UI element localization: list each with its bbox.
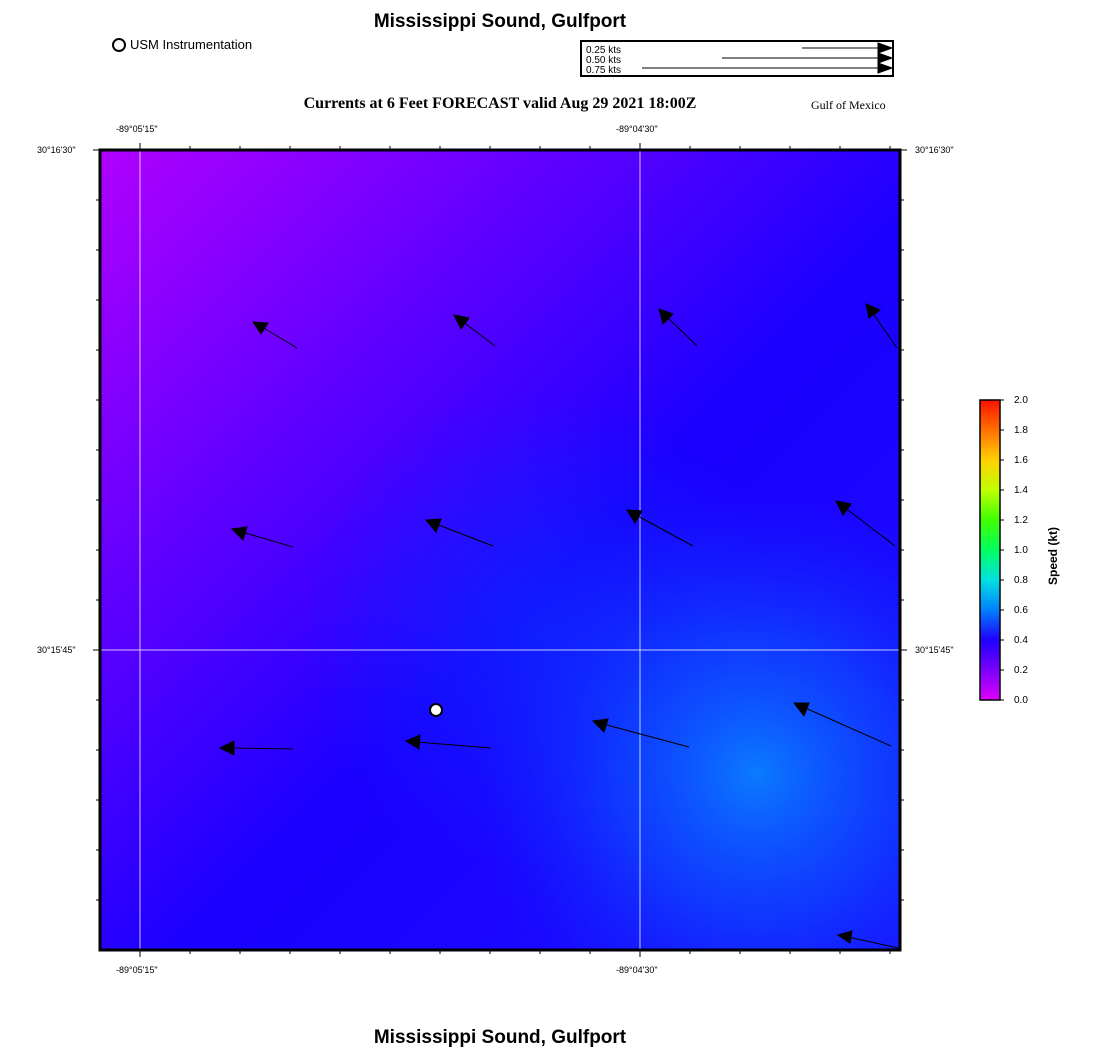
region-label: Gulf of Mexico — [811, 98, 886, 112]
lat-tick-right-1: 30°16'30" — [915, 145, 954, 155]
current-arrow — [230, 526, 294, 548]
current-arrow — [591, 718, 690, 748]
lon-tick-top-1: -89°05'15" — [116, 124, 158, 134]
current-arrow — [865, 303, 898, 349]
lat-tick-right-2: 30°15'45" — [915, 645, 954, 655]
speed-field — [100, 150, 900, 950]
frame-ticks — [93, 143, 907, 957]
current-arrow — [658, 308, 698, 347]
cbar-label: 0.8 — [1014, 575, 1028, 586]
cbar-label: 1.2 — [1014, 515, 1028, 526]
current-arrow — [792, 702, 892, 747]
lon-tick-top-2: -89°04'30" — [616, 124, 658, 134]
current-arrow — [453, 314, 496, 347]
current-arrow — [835, 500, 896, 547]
cbar-label: 1.8 — [1014, 425, 1028, 436]
map-title: Mississippi Sound, Gulfport — [373, 11, 627, 32]
lat-tick-left-2: 30°15'45" — [37, 645, 76, 655]
cbar-label: 2.0 — [1014, 395, 1028, 406]
cbar-label: 1.6 — [1014, 455, 1028, 466]
footer-title: Mississippi Sound, Gulfport — [373, 1027, 627, 1048]
cbar-label: 0.4 — [1014, 635, 1028, 646]
lon-tick-bottom-2: -89°04'30" — [616, 965, 658, 975]
speed-colorbar — [979, 399, 1004, 701]
lat-tick-left-1: 30°16'30" — [37, 145, 76, 155]
scale-label-025: 0.25 kts — [586, 45, 622, 56]
current-arrow — [626, 509, 694, 547]
graticule — [100, 150, 900, 950]
scale-arrows — [642, 42, 894, 74]
usm-station-icon — [112, 37, 126, 52]
current-arrow — [836, 930, 899, 949]
current-vectors — [218, 303, 899, 949]
scale-label-075: 0.75 kts — [586, 65, 622, 76]
cbar-label: 1.4 — [1014, 485, 1028, 496]
cbar-label: 0.6 — [1014, 605, 1028, 616]
current-arrow — [424, 518, 494, 547]
cbar-label: 1.0 — [1014, 545, 1028, 556]
scale-label-050: 0.50 kts — [586, 55, 622, 66]
usm-legend: USM Instrumentation — [112, 37, 252, 52]
current-arrow — [218, 740, 294, 756]
colorbar-title: Speed (kt) — [1046, 526, 1060, 585]
cbar-label: 0.0 — [1014, 695, 1028, 706]
current-arrow — [252, 321, 298, 349]
forecast-subtitle: Currents at 6 Feet FORECAST valid Aug 29… — [303, 95, 697, 112]
cbar-label: 0.2 — [1014, 665, 1028, 676]
usm-station-marker[interactable] — [429, 703, 443, 717]
lon-tick-bottom-1: -89°05'15" — [116, 965, 158, 975]
current-arrow — [404, 734, 492, 750]
vector-scale-legend: 0.25 kts 0.50 kts 0.75 kts — [580, 40, 894, 77]
usm-legend-label: USM Instrumentation — [130, 37, 253, 52]
